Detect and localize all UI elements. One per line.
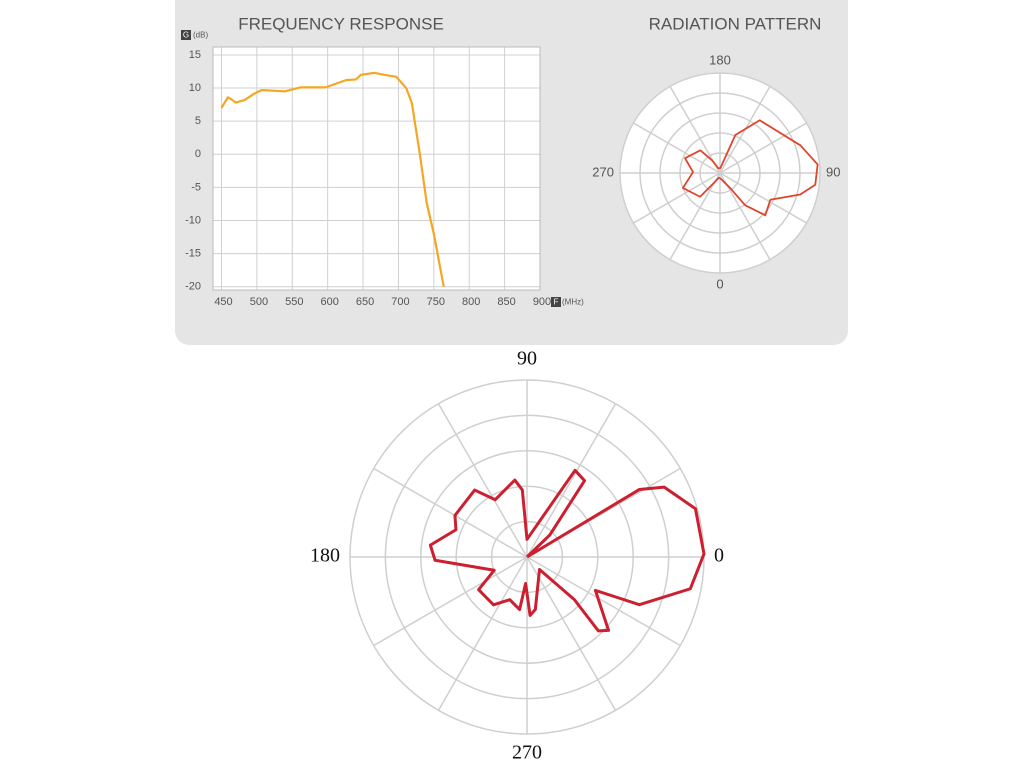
chart-title: RADIATION PATTERN bbox=[649, 14, 822, 33]
x-tick-label: 650 bbox=[356, 296, 374, 308]
y-tick-label: -20 bbox=[185, 281, 201, 293]
theta-tick-label: 0 bbox=[716, 276, 723, 291]
x-tick-label: 500 bbox=[250, 296, 268, 308]
x-tick-label: 800 bbox=[462, 296, 480, 308]
y-tick-label: -10 bbox=[185, 214, 201, 226]
axis-symbol-box bbox=[551, 297, 561, 307]
grid-spoke bbox=[719, 172, 807, 224]
theta-tick-label: 180 bbox=[709, 52, 731, 67]
axis-symbol-box bbox=[181, 30, 191, 40]
theta-tick-label: 0 bbox=[714, 545, 724, 567]
grid-spoke bbox=[373, 556, 528, 647]
x-tick-label: 750 bbox=[427, 296, 445, 308]
theta-tick-label: 180 bbox=[310, 545, 340, 567]
plot-area bbox=[213, 47, 540, 290]
x-axis-label: F bbox=[554, 298, 559, 307]
plot-frame bbox=[212, 46, 541, 291]
response-line bbox=[220, 71, 445, 287]
grid-spoke bbox=[437, 556, 528, 711]
grid-spoke bbox=[669, 172, 721, 260]
y-tick-label: -15 bbox=[185, 247, 201, 259]
grid-spoke bbox=[526, 556, 617, 711]
theta-tick-label: 270 bbox=[512, 742, 542, 764]
theta-tick-label: 90 bbox=[826, 164, 840, 179]
grid-spoke bbox=[633, 122, 721, 174]
grid-spoke bbox=[633, 172, 721, 224]
theta-tick-label: 270 bbox=[592, 164, 614, 179]
x-tick-label: 850 bbox=[497, 296, 515, 308]
y-axis-unit: (dB) bbox=[193, 31, 208, 40]
y-tick-label: 15 bbox=[189, 49, 201, 61]
grid-spoke bbox=[526, 403, 617, 558]
grid-spoke bbox=[437, 403, 528, 558]
y-tick-label: -5 bbox=[191, 181, 201, 193]
y-tick-label: 0 bbox=[195, 148, 201, 160]
x-tick-label: 600 bbox=[320, 296, 338, 308]
grid-spoke bbox=[526, 556, 681, 647]
x-tick-label: 700 bbox=[391, 296, 409, 308]
y-axis-label: G bbox=[183, 31, 189, 40]
x-tick-label: 450 bbox=[214, 296, 232, 308]
x-axis-unit: (MHz) bbox=[562, 298, 584, 307]
radiation-pattern bbox=[682, 119, 819, 217]
chart-title: FREQUENCY RESPONSE bbox=[238, 14, 444, 33]
grid-spoke bbox=[669, 86, 721, 174]
grid-spoke bbox=[719, 122, 807, 174]
theta-tick-label: 90 bbox=[517, 348, 537, 370]
x-tick-label: 900 bbox=[533, 296, 551, 308]
x-tick-label: 550 bbox=[285, 296, 303, 308]
radiation-pattern bbox=[428, 468, 706, 633]
y-tick-label: 10 bbox=[189, 82, 201, 94]
grid-spoke bbox=[373, 467, 528, 558]
y-tick-label: 5 bbox=[195, 115, 201, 127]
